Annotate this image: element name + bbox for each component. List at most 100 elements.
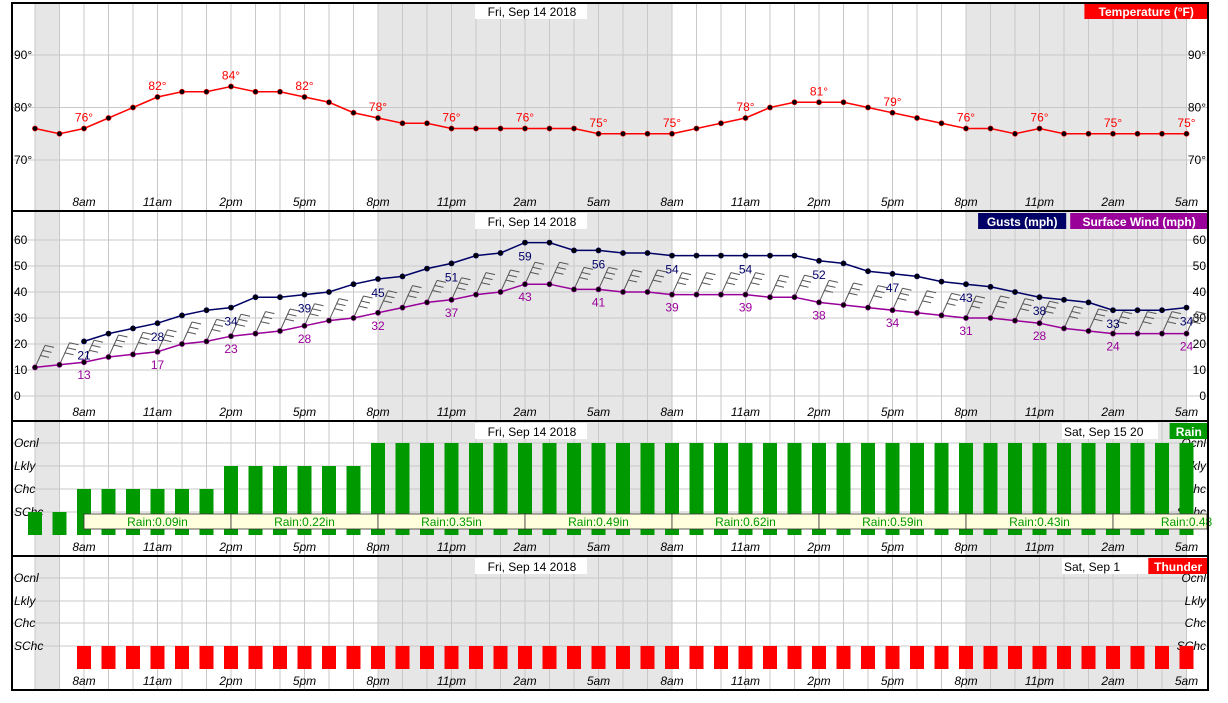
thunder-bar	[444, 646, 459, 669]
temperature-point	[252, 88, 259, 95]
wind-barb-flag	[412, 285, 422, 289]
temperature-point	[350, 109, 357, 116]
time-tick-label: 2am	[1100, 674, 1124, 688]
time-tick-label: 5pm	[293, 540, 316, 554]
temperature-point	[301, 94, 308, 100]
time-tick-label: 11am	[143, 540, 172, 554]
wind-barb-flag	[774, 284, 785, 288]
temperature-point	[546, 125, 553, 132]
y-category-label: Chc	[14, 616, 35, 630]
wind-barb-flag	[681, 272, 692, 276]
wind-barb	[475, 272, 487, 295]
time-tick-label: 2am	[512, 405, 536, 419]
time-tick-label: 8pm	[954, 405, 977, 419]
wind-barb-flag	[951, 292, 961, 296]
thunder-legend-label: Thunder	[1154, 560, 1202, 574]
time-tick-label: 11am	[731, 674, 760, 688]
y-tick-label: 70°	[14, 153, 32, 167]
surface-wind-point	[938, 312, 945, 319]
surface-wind-point	[252, 330, 259, 337]
time-tick-label: 11pm	[437, 405, 466, 419]
wind-barb-flag	[801, 279, 812, 283]
rain-bar	[616, 443, 630, 535]
wind-barb	[157, 329, 168, 353]
surface-wind-point	[1159, 330, 1165, 337]
wind-barb-flag	[189, 326, 199, 330]
surface-wind-point	[130, 351, 136, 358]
time-tick-label: 8pm	[366, 405, 389, 419]
gusts-data-label: 47	[886, 281, 900, 295]
rain-amount-label: Rain:0.48	[1161, 515, 1213, 529]
thunder-bar	[567, 646, 581, 669]
time-tick-label: 2pm	[218, 674, 242, 688]
wind-barb-flag	[461, 277, 471, 281]
wind-barb-flag	[973, 300, 983, 304]
time-tick-label: 8pm	[366, 195, 389, 209]
surface-wind-data-label: 28	[298, 332, 312, 346]
time-tick-label: 8am	[72, 540, 95, 554]
surface-wind-point	[473, 291, 479, 298]
thunder-bar	[469, 646, 483, 669]
wind-barb-flag	[777, 279, 787, 283]
wind-barb-flag	[1019, 308, 1030, 312]
surface-wind-data-label: 31	[959, 324, 973, 338]
wind-barb-flag	[603, 276, 613, 280]
rain-bar	[420, 443, 434, 535]
surface-wind-line	[34, 283, 1187, 369]
surface-wind-data-label: 24	[1106, 340, 1120, 354]
surface-wind-legend-label: Surface Wind (mph)	[1082, 215, 1195, 229]
thunder-bar	[297, 646, 312, 669]
y-tick-label: 60	[1193, 233, 1207, 247]
time-tick-label: 11pm	[1025, 195, 1054, 209]
temperature-point	[865, 104, 871, 111]
rain-bar	[469, 443, 483, 535]
wind-barb-flag	[850, 287, 861, 291]
wind-barb-flag	[485, 272, 496, 276]
rain-bar	[28, 512, 42, 535]
time-tick-label: 11pm	[1025, 540, 1054, 554]
time-tick-label: 11pm	[437, 674, 466, 688]
wind-barb-flag	[706, 272, 716, 276]
panel-border	[11, 555, 1209, 691]
surface-wind-data-label: 43	[518, 290, 532, 304]
gusts-point	[252, 294, 259, 301]
surface-wind-data-label: 32	[371, 319, 385, 333]
gusts-data-label: 34	[224, 315, 238, 329]
gusts-point	[669, 252, 675, 259]
wind-barb-flag	[848, 292, 858, 296]
wind-barb-flag	[799, 284, 809, 288]
thunder-bar	[738, 646, 753, 669]
wind-barb	[1186, 311, 1197, 334]
surface-wind-data-label: 23	[224, 342, 238, 356]
rain-bar	[714, 443, 728, 535]
y-tick-label: 10	[14, 363, 28, 377]
wind-barb-flag	[730, 272, 741, 276]
surface-wind-point	[1085, 328, 1092, 334]
gusts-point	[326, 289, 332, 295]
time-tick-label: 2pm	[218, 195, 242, 209]
time-tick-label: 5pm	[881, 405, 904, 419]
rain-bar	[493, 443, 508, 535]
surface-wind-point	[1012, 317, 1018, 324]
gusts-point	[179, 312, 185, 319]
y-tick-label: 50	[14, 259, 28, 273]
thunder-bar	[77, 646, 91, 669]
date-label: Fri, Sep 14 2018	[488, 215, 577, 229]
temperature-point	[203, 88, 210, 95]
wind-barb-flag	[118, 334, 128, 338]
thunder-bar	[273, 646, 287, 669]
temperature-data-label: 75°	[589, 116, 607, 130]
wind-barb-flag	[142, 331, 153, 335]
temperature-data-label: 75°	[1177, 116, 1195, 130]
surface-wind-point	[301, 322, 308, 329]
rain-bar	[591, 443, 606, 535]
thunder-bar	[591, 646, 606, 669]
date-label: Fri, Sep 14 2018	[488, 5, 577, 19]
wind-barb-flag	[480, 282, 491, 286]
time-tick-label: 8pm	[366, 674, 389, 688]
surface-wind-point	[105, 354, 112, 360]
gusts-point	[742, 252, 749, 259]
wind-barb-flag	[382, 300, 393, 304]
wind-barb-flag	[1024, 298, 1035, 302]
